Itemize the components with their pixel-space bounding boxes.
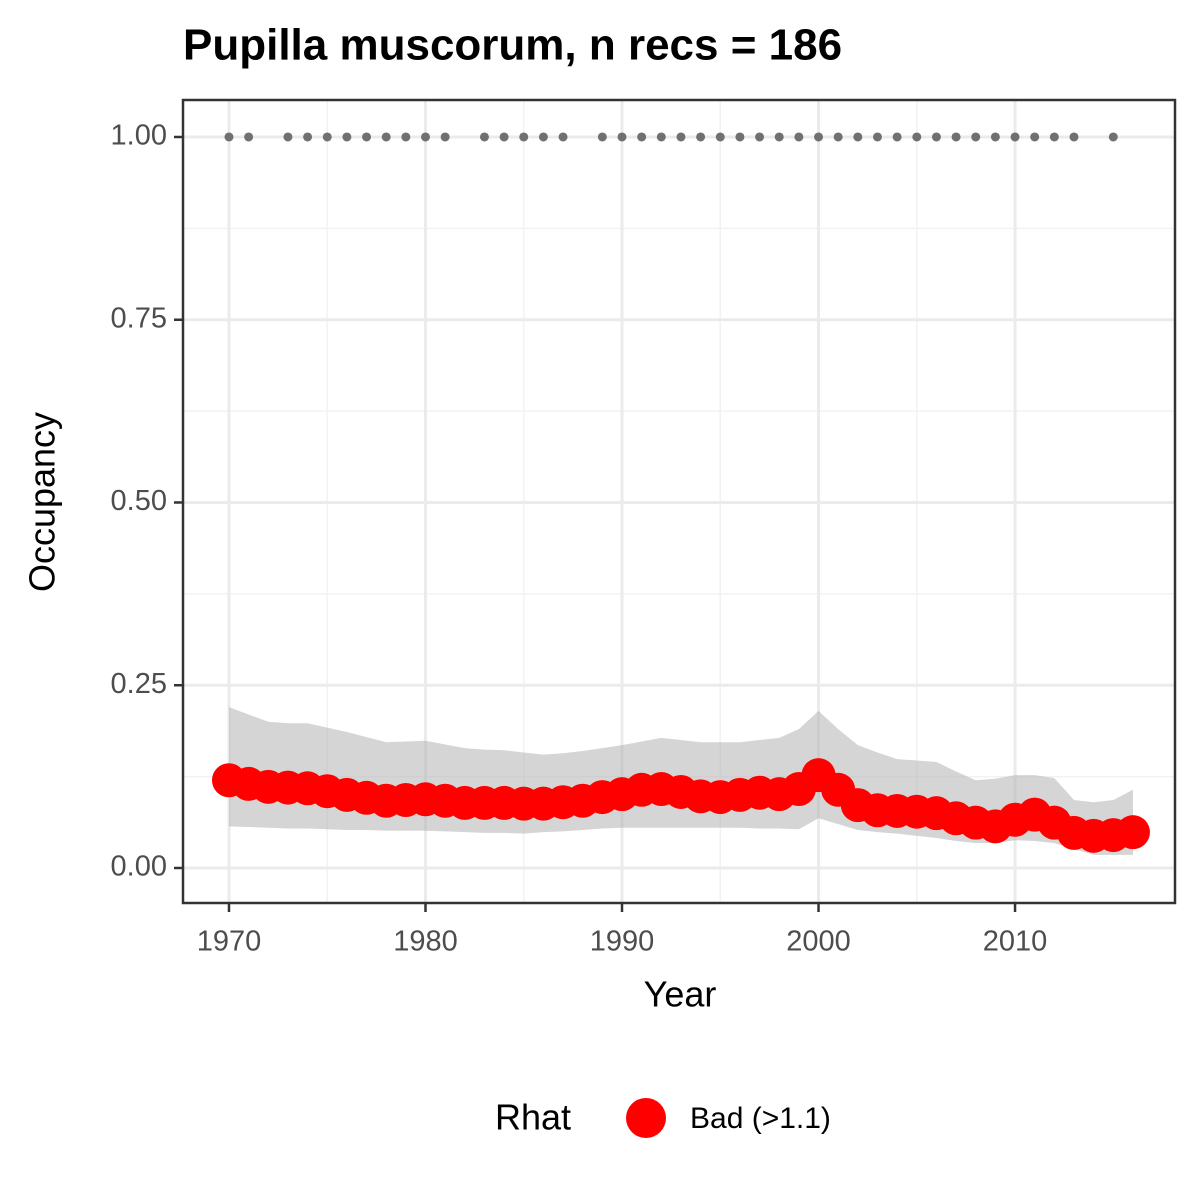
x-tick-label: 2000 [786, 926, 851, 958]
record-dot [440, 132, 450, 142]
record-dot [755, 132, 765, 142]
legend-title: Rhat [495, 1097, 571, 1138]
record-dot [401, 132, 411, 142]
record-dot [872, 132, 882, 142]
record-dot [244, 132, 254, 142]
record-dot [814, 132, 824, 142]
record-dot [381, 132, 391, 142]
y-tick-label: 0.00 [111, 851, 167, 883]
record-dot [519, 132, 529, 142]
record-dot [637, 132, 647, 142]
panel-border [181, 98, 1177, 905]
record-dot [931, 132, 941, 142]
record-dot [951, 132, 961, 142]
record-dot [1108, 132, 1118, 142]
y-tick-label: 0.25 [111, 668, 167, 700]
record-dot [303, 132, 313, 142]
record-dot [479, 132, 489, 142]
y-axis-label: Occupancy [22, 412, 63, 592]
record-dot [499, 132, 509, 142]
record-dot [362, 132, 372, 142]
record-dot [656, 132, 666, 142]
record-dot [597, 132, 607, 142]
record-dot [283, 132, 293, 142]
x-tick-label: 2010 [983, 926, 1048, 958]
y-tick-label: 1.00 [111, 120, 167, 152]
record-dot [420, 132, 430, 142]
record-dot [696, 132, 706, 142]
record-dot [1049, 132, 1059, 142]
record-dot [322, 132, 332, 142]
y-tick-label: 0.50 [111, 485, 167, 517]
x-tick-label: 1970 [197, 926, 262, 958]
record-dot [892, 132, 902, 142]
record-dot [971, 132, 981, 142]
record-dot [224, 132, 234, 142]
record-dot [1069, 132, 1079, 142]
record-dot [912, 132, 922, 142]
legend-label: Bad (>1.1) [690, 1102, 831, 1135]
record-dot [558, 132, 568, 142]
record-dot [715, 132, 725, 142]
record-dot [1030, 132, 1040, 142]
chart-title: Pupilla muscorum, n recs = 186 [183, 21, 842, 70]
x-tick-label: 1990 [590, 926, 655, 958]
record-dot [676, 132, 686, 142]
record-dot [342, 132, 352, 142]
record-dot [794, 132, 804, 142]
record-dot [617, 132, 627, 142]
record-dot [1010, 132, 1020, 142]
x-axis-label: Year [644, 974, 717, 1015]
record-dot [735, 132, 745, 142]
series-point [1115, 815, 1150, 850]
record-dot [853, 132, 863, 142]
record-dot [990, 132, 1000, 142]
record-dot [833, 132, 843, 142]
x-tick-label: 1980 [393, 926, 458, 958]
legend-symbol [626, 1098, 666, 1138]
y-tick-label: 0.75 [111, 302, 167, 334]
record-dot [774, 132, 784, 142]
record-dot [538, 132, 548, 142]
